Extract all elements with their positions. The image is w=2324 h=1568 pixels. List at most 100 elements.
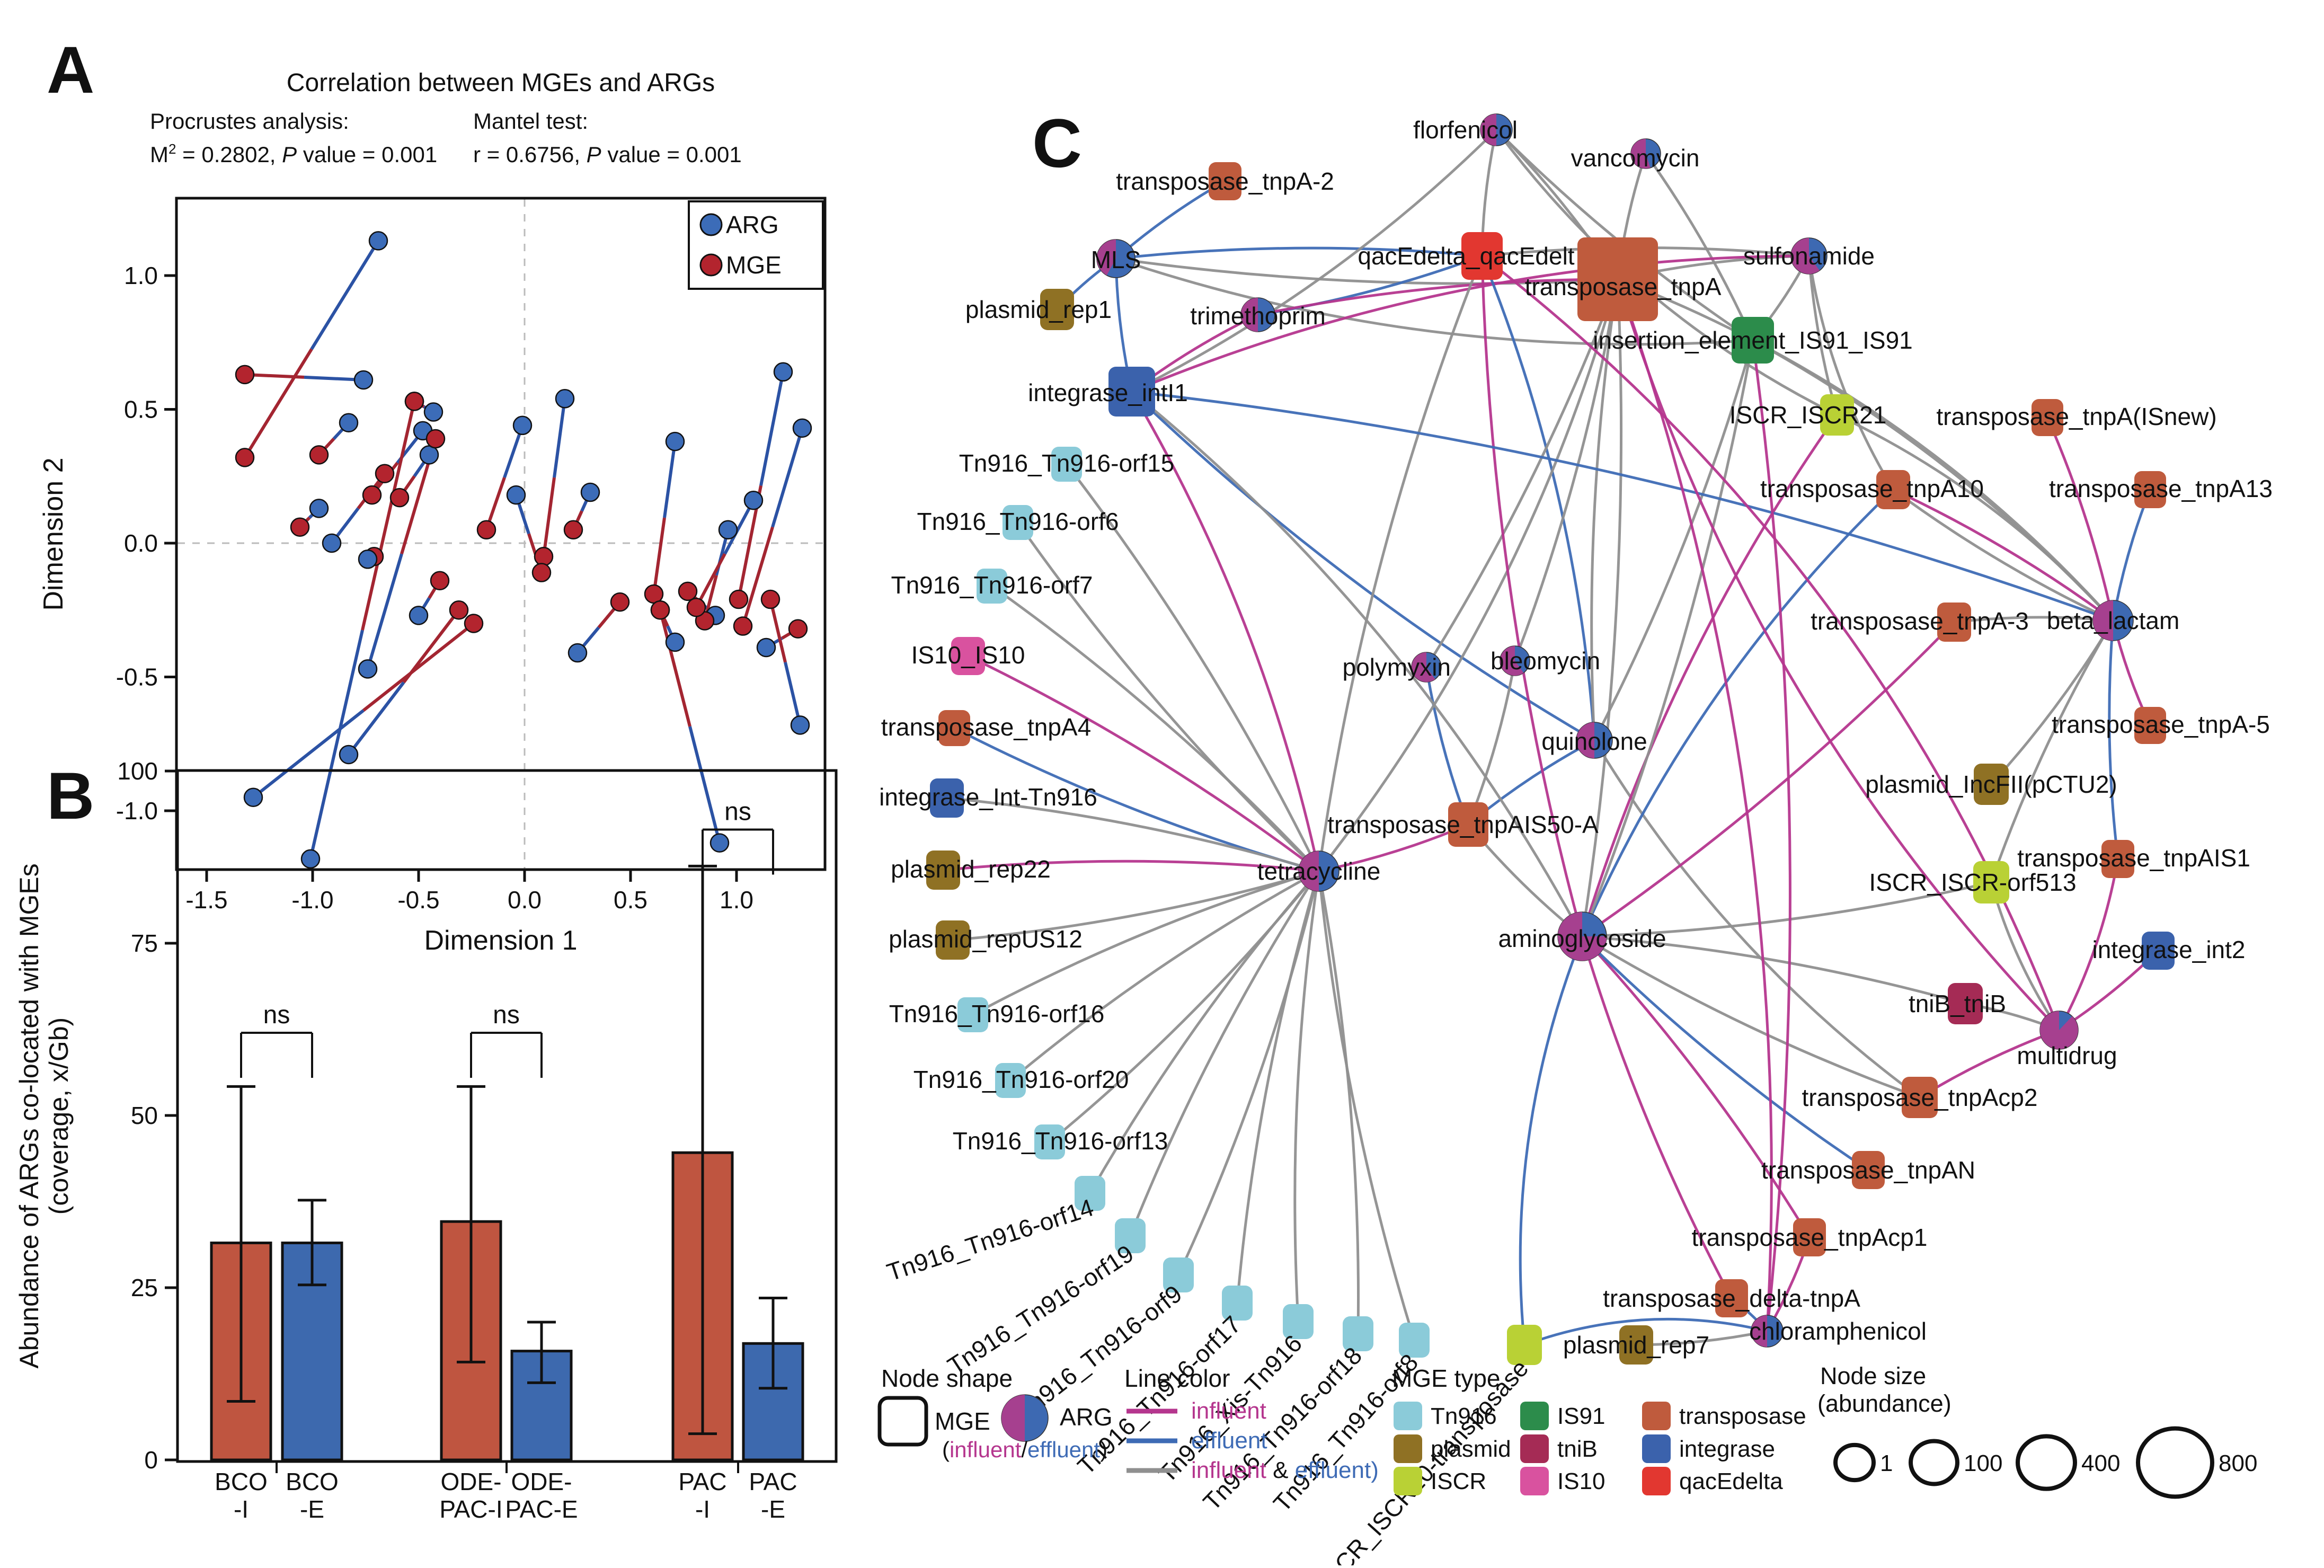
legend-swatch-label-integrase: integrase <box>1679 1436 1775 1462</box>
network-node-dtA <box>1715 1279 1748 1317</box>
network-node-itn916 <box>930 778 964 818</box>
node-label-orf513: ISCR_ISCR-orf513 <box>1869 869 2076 896</box>
arg-node-influent-wedge <box>1241 298 1258 332</box>
arg-node-influent-wedge <box>1097 240 1116 276</box>
scatter-point-arg <box>790 715 810 735</box>
node-label-tAcp2: transposase_tnpAcp2 <box>1802 1084 2038 1111</box>
y-axis-label: Dimension 2 <box>38 457 69 610</box>
legend-mge-label: MGE <box>935 1407 990 1435</box>
legend-swatch-transposase <box>1642 1402 1671 1430</box>
network-edge-tet-o20 <box>1009 870 1320 1082</box>
network-edge-tri-tA <box>1257 278 1618 316</box>
scatter-point-mge <box>290 517 310 537</box>
procrustes-stats: M2​ = 0.2802, P value = 0.001 <box>150 141 437 167</box>
network-edge-ami-iscr20 <box>1519 936 1584 1345</box>
network-node-tAN <box>1852 1151 1885 1189</box>
scatter-point-mge <box>464 614 484 633</box>
network-node-tet <box>1298 851 1340 892</box>
network-node-o8 <box>1399 1323 1430 1358</box>
scatter-point-mge <box>563 520 583 539</box>
legend-swatch-iscr <box>1394 1467 1422 1495</box>
node-label-mul: multidrug <box>2017 1042 2117 1069</box>
arg-node-influent-wedge <box>1630 138 1651 169</box>
scatter-point-arg <box>322 533 342 553</box>
node-label-o13: Tn916_Tn916-orf13 <box>953 1127 1168 1155</box>
pair-segment-arg-half <box>252 709 365 799</box>
network-node-tA5 <box>2134 707 2166 744</box>
network-node-tAIS1 <box>2101 840 2134 878</box>
network-node-o15 <box>1051 447 1082 482</box>
y-tick-label: 0.5 <box>124 396 158 423</box>
x-tick-label: -0.5 <box>397 886 439 914</box>
x-tick-label: -1.0 <box>291 886 333 914</box>
legend-swatch-qacedelta <box>1642 1467 1671 1495</box>
legend-size-circle-800 <box>2136 1426 2214 1499</box>
network-edge-bla-int1 <box>1131 390 2114 622</box>
node-label-rep22: plasmid_rep22 <box>891 855 1051 883</box>
network-node-isnew <box>2032 399 2063 436</box>
network-node-tA3 <box>1937 603 1971 642</box>
node-label-mls: MLS <box>1091 246 1141 273</box>
bar-ode-pac-e <box>510 1350 573 1461</box>
network-node-mls <box>1096 239 1136 278</box>
network-node-flo <box>1480 113 1513 146</box>
network-edge-bla-tA10 <box>1892 488 2114 622</box>
x-cat-label-line2: PAC-E <box>505 1495 578 1523</box>
y-tick-label: 25 <box>131 1274 158 1301</box>
legend-swatch-label-iscr: ISCR <box>1431 1468 1486 1494</box>
legend-label-mge: MGE <box>726 251 782 279</box>
network-edge-bla-tAIS1 <box>2108 620 2119 860</box>
pair-segment-arg-half <box>347 681 405 756</box>
network-node-o14 <box>1075 1176 1105 1211</box>
legend-size-label-1: 1 <box>1880 1450 1893 1476</box>
pair-segment-arg-half <box>723 499 755 555</box>
node-label-o14: Tn916_Tn916-orf14 <box>883 1193 1097 1286</box>
legend-marker-arg <box>699 213 723 236</box>
y-tick-label: 100 <box>117 757 158 785</box>
pair-segment-arg-half <box>366 553 403 670</box>
legend-swatch-label-tn916: Tn916 <box>1431 1403 1497 1429</box>
network-node-pol <box>1411 652 1442 683</box>
node-label-rep7: plasmid_rep7 <box>1563 1331 1709 1359</box>
network-node-orf513 <box>1973 861 2009 903</box>
legend-marker-mge <box>699 253 723 277</box>
network-edge-ami-dtA <box>1581 936 1733 1299</box>
legend-swatch-tnib <box>1520 1434 1549 1463</box>
network-edge-tet-o14 <box>1088 870 1320 1194</box>
network-node-qac <box>1461 232 1503 280</box>
node-label-tA10: transposase_tnpA10 <box>1760 475 1984 502</box>
node-label-itn916: integrase_Int-Tn916 <box>879 783 1097 811</box>
scatter-point-mge <box>760 589 780 609</box>
legend-size-circle-400 <box>2016 1434 2077 1491</box>
x-cat-label-line1: BCO <box>215 1468 268 1495</box>
node-label-repUS12: plasmid_repUS12 <box>889 925 1083 953</box>
network-node-tA13 <box>2134 471 2166 508</box>
legend-node-size-title2: (abundance) <box>1817 1390 1952 1417</box>
legend-swatch-is10 <box>1520 1467 1549 1495</box>
arg-node-influent-wedge <box>1558 912 1607 961</box>
pair-segment-arg-half <box>663 441 677 518</box>
y-tick-label: 75 <box>131 929 158 957</box>
network-edge-sul-tA10 <box>1807 255 1895 491</box>
node-label-bla: beta_lactam <box>2047 607 2180 634</box>
network-edge-mls-is91 <box>1115 257 1753 346</box>
scatter-point-mge <box>686 597 706 617</box>
network-node-van <box>1630 138 1661 169</box>
legend-swatch-label-is91: IS91 <box>1557 1403 1605 1429</box>
network-edge-tet-o7 <box>991 584 1320 872</box>
network-edge-bla-orf513 <box>1990 619 2115 883</box>
network-node-tri <box>1240 297 1275 332</box>
ns-label: ns <box>263 1001 290 1029</box>
pair-segment-mge-half <box>695 553 726 608</box>
network-edge-mul-tA <box>1616 279 2060 1031</box>
scatter-point-arg <box>358 550 378 569</box>
legend-swatch-label-is10: IS10 <box>1557 1468 1605 1494</box>
network-node-bla <box>2092 600 2134 641</box>
network-node-rep1 <box>1040 289 1074 330</box>
y-tick-label: -0.5 <box>116 663 158 691</box>
pair-segment-mge-half <box>659 609 691 727</box>
network-node-repUS12 <box>936 920 970 960</box>
x-axis-label: Dimension 1 <box>424 925 577 956</box>
legend-swatch-label-plasmid: plasmid <box>1431 1436 1511 1462</box>
panel-a-label: A <box>47 33 94 107</box>
